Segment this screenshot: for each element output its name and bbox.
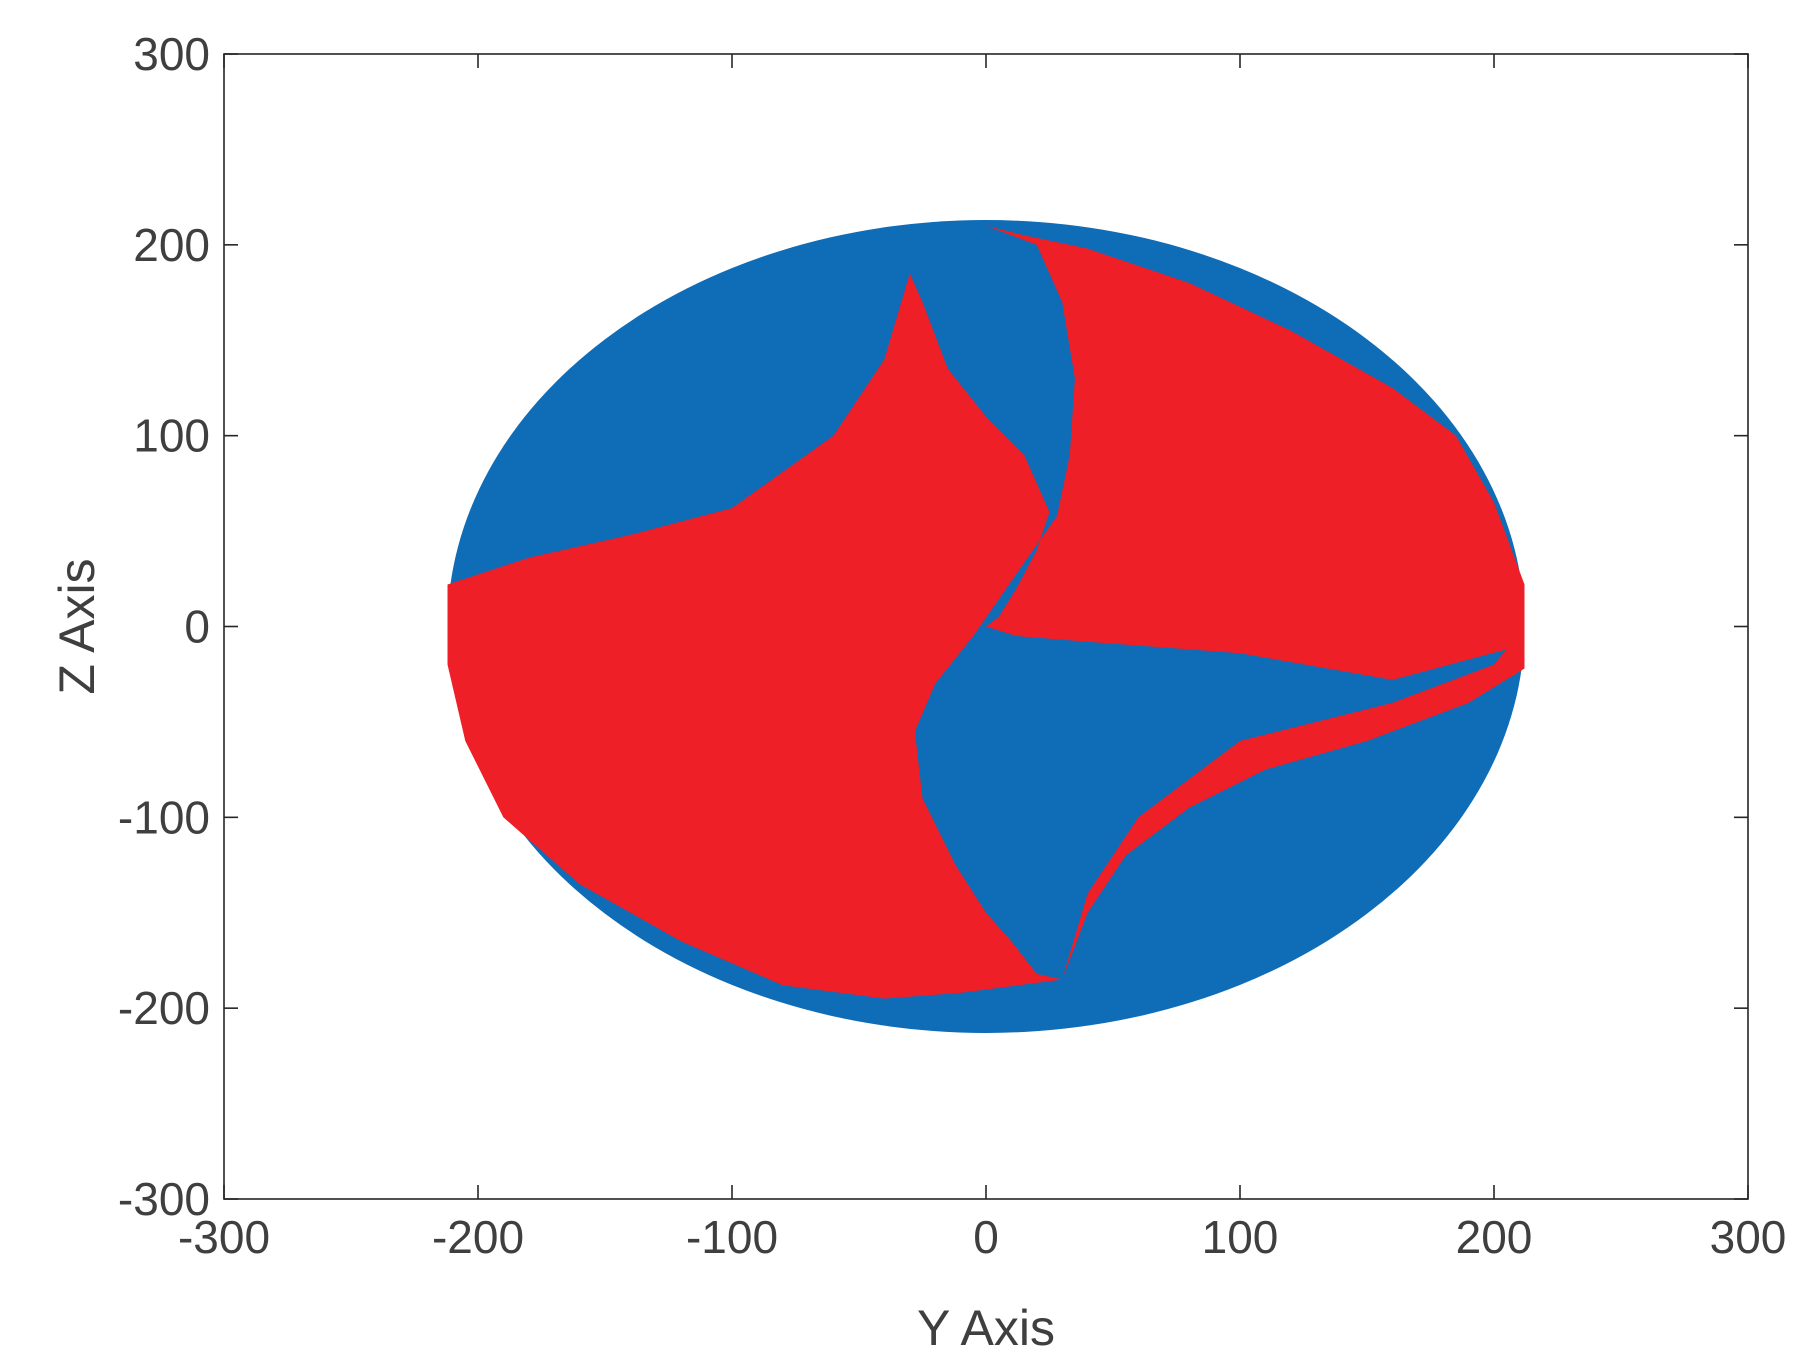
y-tick-label: 200 [133,219,210,271]
x-tick-label: -300 [178,1211,270,1263]
y-tick-label: 0 [184,601,210,653]
x-tick-label: -100 [686,1211,778,1263]
plot-area [447,220,1525,1033]
x-tick-label: 0 [973,1211,999,1263]
y-tick-label: -100 [118,791,210,843]
axes: -300 -200 -100 0 100 200 300 -300 -200 -100 0 100 20… [118,28,1786,1263]
x-tick-label: 100 [1202,1211,1279,1263]
y-axis-label: Z Axis [49,558,105,694]
y-tick-label: -300 [118,1173,210,1225]
x-tick-label: -200 [432,1211,524,1263]
x-tick-label: 200 [1456,1211,1533,1263]
x-axis-label: Y Axis [917,1300,1055,1356]
x-tick-label: 300 [1710,1211,1787,1263]
y-tick-label: 300 [133,28,210,80]
y-tick-label: -200 [118,982,210,1034]
y-tick-label: 100 [133,410,210,462]
series-red-region [447,225,1525,999]
